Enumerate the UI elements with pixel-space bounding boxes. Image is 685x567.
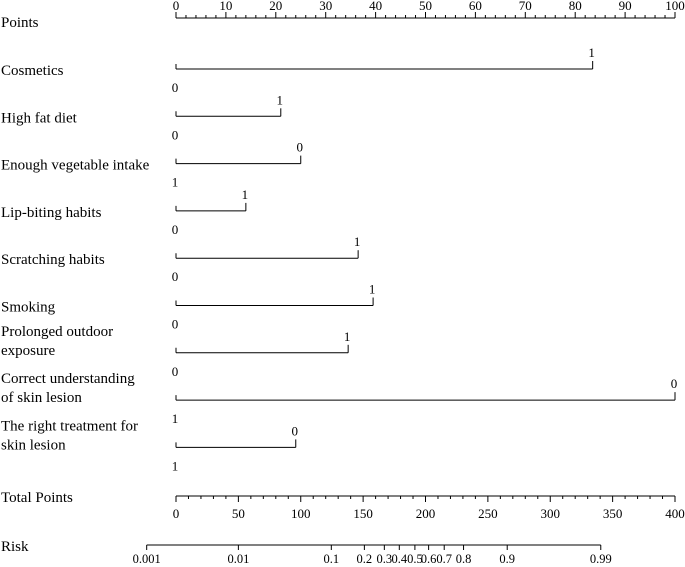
variable-level-right: 1 [369, 282, 376, 297]
variable-label: Prolonged outdoor [1, 324, 113, 340]
risk-tick-label: 0.01 [227, 552, 249, 566]
risk-tick-label: 0.6 [421, 552, 437, 566]
variable-row: Lip-biting habits 0 1 [1, 187, 248, 237]
variable-label: High fat diet [1, 110, 78, 126]
points-tick-label: 80 [569, 0, 582, 13]
total-points-tick-label: 50 [232, 506, 245, 521]
variable-level-right: 1 [344, 329, 351, 344]
variable-row: High fat diet 0 1 [1, 92, 283, 142]
risk-tick-label: 0.2 [357, 552, 373, 566]
variable-level-right: 1 [354, 234, 361, 249]
variable-label: Correct understanding [1, 371, 135, 387]
risk-tick-label: 0.7 [436, 552, 452, 566]
total-points-tick-label: 350 [603, 506, 623, 521]
points-tick-label: 0 [173, 0, 180, 13]
risk-tick-label: 0.5 [407, 552, 423, 566]
variable-level-right: 1 [277, 92, 284, 107]
risk-axis-label: Risk [1, 539, 29, 555]
variable-level-left: 1 [172, 411, 179, 426]
risk-tick-label: 0.8 [456, 552, 472, 566]
points-tick-label: 30 [319, 0, 332, 13]
points-tick-label: 100 [665, 0, 685, 13]
variable-level-left: 0 [172, 364, 179, 379]
total-points-tick-label: 200 [416, 506, 436, 521]
risk-tick-label: 0.9 [499, 552, 515, 566]
variable-label: exposure [1, 343, 55, 359]
risk-tick-label: 0.1 [324, 552, 340, 566]
risk-tick-label: 0.001 [133, 552, 161, 566]
variable-level-left: 1 [172, 175, 179, 190]
variable-row: Prolonged outdoor exposure 0 1 [1, 324, 350, 379]
variable-label: Cosmetics [1, 63, 64, 79]
total-points-axis-group: Total Points 0 50 100 150 200 250 300 350 400 [1, 490, 685, 521]
variable-row: Cosmetics 0 1 [1, 45, 595, 95]
total-points-tick-label: 100 [291, 506, 311, 521]
risk-tick-label: 0.3 [377, 552, 393, 566]
variable-label: of skin lesion [1, 390, 82, 406]
total-points-tick-label: 250 [478, 506, 498, 521]
variable-label: Smoking [1, 300, 56, 316]
variable-row: The right treatment for skin lesion 1 0 [1, 418, 298, 473]
risk-axis-group: Risk 0.001 0.01 0.1 0.2 0.3 0.4 0.50.6 0.7 0.8 0.9… [1, 539, 612, 566]
variable-level-right: 0 [297, 140, 304, 155]
variable-row: Enough vegetable intake 1 0 [1, 140, 303, 190]
total-points-tick-label: 300 [541, 506, 561, 521]
points-tick-label: 10 [219, 0, 232, 13]
points-tick-label: 40 [369, 0, 382, 13]
points-tick-label: 70 [519, 0, 532, 13]
variable-label: Scratching habits [1, 252, 105, 268]
risk-tick-label: 0.99 [590, 552, 612, 566]
variable-level-left: 0 [172, 317, 179, 332]
variable-label: Enough vegetable intake [1, 158, 150, 174]
variable-level-right: 1 [588, 45, 595, 60]
risk-tick-label: 0.4 [391, 552, 407, 566]
variable-row: Scratching habits 0 1 [1, 234, 360, 284]
variable-level-right: 0 [671, 376, 678, 391]
points-tick-label: 50 [419, 0, 432, 13]
variable-level-left: 0 [172, 269, 179, 284]
variable-level-left: 0 [172, 222, 179, 237]
variable-level-left: 0 [172, 80, 179, 95]
total-points-axis-label: Total Points [1, 490, 73, 506]
variable-label: The right treatment for [1, 418, 138, 434]
points-tick-label: 20 [269, 0, 282, 13]
variable-label: Lip-biting habits [1, 205, 102, 221]
variable-label: skin lesion [1, 437, 66, 453]
points-tick-label: 60 [469, 0, 482, 13]
total-points-tick-label: 0 [173, 506, 180, 521]
variable-level-left: 1 [172, 458, 179, 473]
points-axis-group: Points 0 10 20 30 40 50 60 70 80 90 100 [1, 0, 685, 31]
points-tick-label: 90 [619, 0, 632, 13]
variable-row: Smoking 0 1 [1, 282, 375, 332]
points-axis-label: Points [1, 15, 39, 31]
variable-level-left: 0 [172, 127, 179, 142]
variable-level-right: 0 [292, 423, 299, 438]
variable-level-right: 1 [242, 187, 249, 202]
total-points-tick-label: 150 [353, 506, 373, 521]
total-points-tick-label: 400 [665, 506, 685, 521]
variable-row: Correct understanding of skin lesion 1 0 [1, 371, 677, 426]
